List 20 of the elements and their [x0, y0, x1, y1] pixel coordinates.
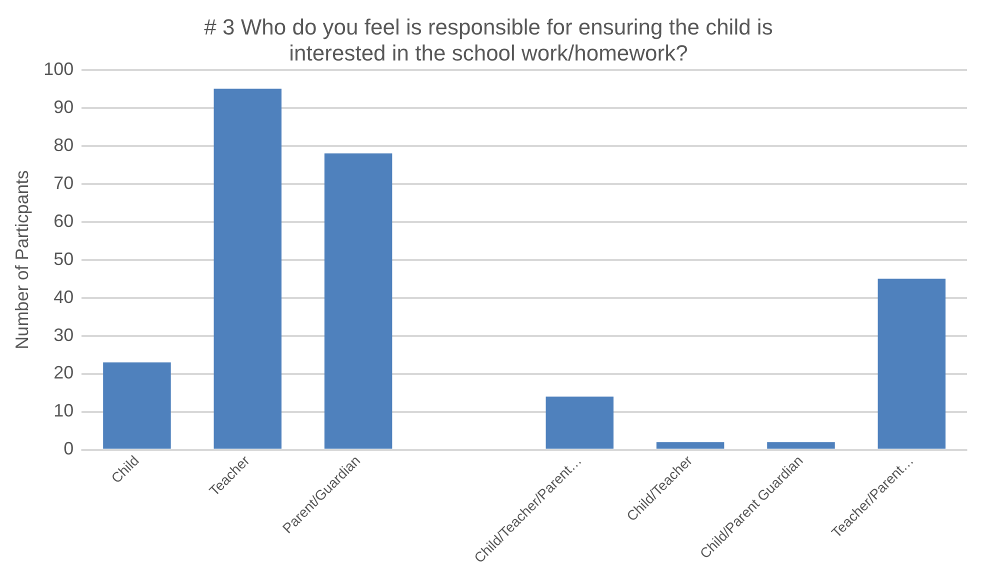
bar	[103, 362, 171, 449]
y-tick-label: 30	[54, 324, 74, 345]
y-tick-label: 70	[54, 172, 74, 193]
bar	[214, 88, 282, 449]
y-tick-label: 80	[54, 134, 74, 155]
y-tick-label: 90	[54, 96, 74, 117]
y-axis-title: Number of Particpants	[12, 170, 32, 350]
chart-title: # 3 Who do you feel is responsible for ensuring the child is interested in the school work/homework?	[204, 14, 773, 66]
y-tick-label: 10	[54, 400, 74, 421]
y-tick-label: 50	[54, 248, 74, 269]
bar	[324, 153, 392, 449]
y-tick-label: 60	[54, 210, 74, 231]
y-tick-label: 40	[54, 286, 74, 307]
y-tick-label: 20	[54, 362, 74, 383]
bar	[878, 278, 946, 449]
bar	[546, 396, 614, 449]
y-tick-label: 100	[44, 58, 74, 79]
bar	[767, 442, 835, 449]
bar	[656, 442, 724, 449]
y-tick-label: 0	[64, 438, 74, 459]
